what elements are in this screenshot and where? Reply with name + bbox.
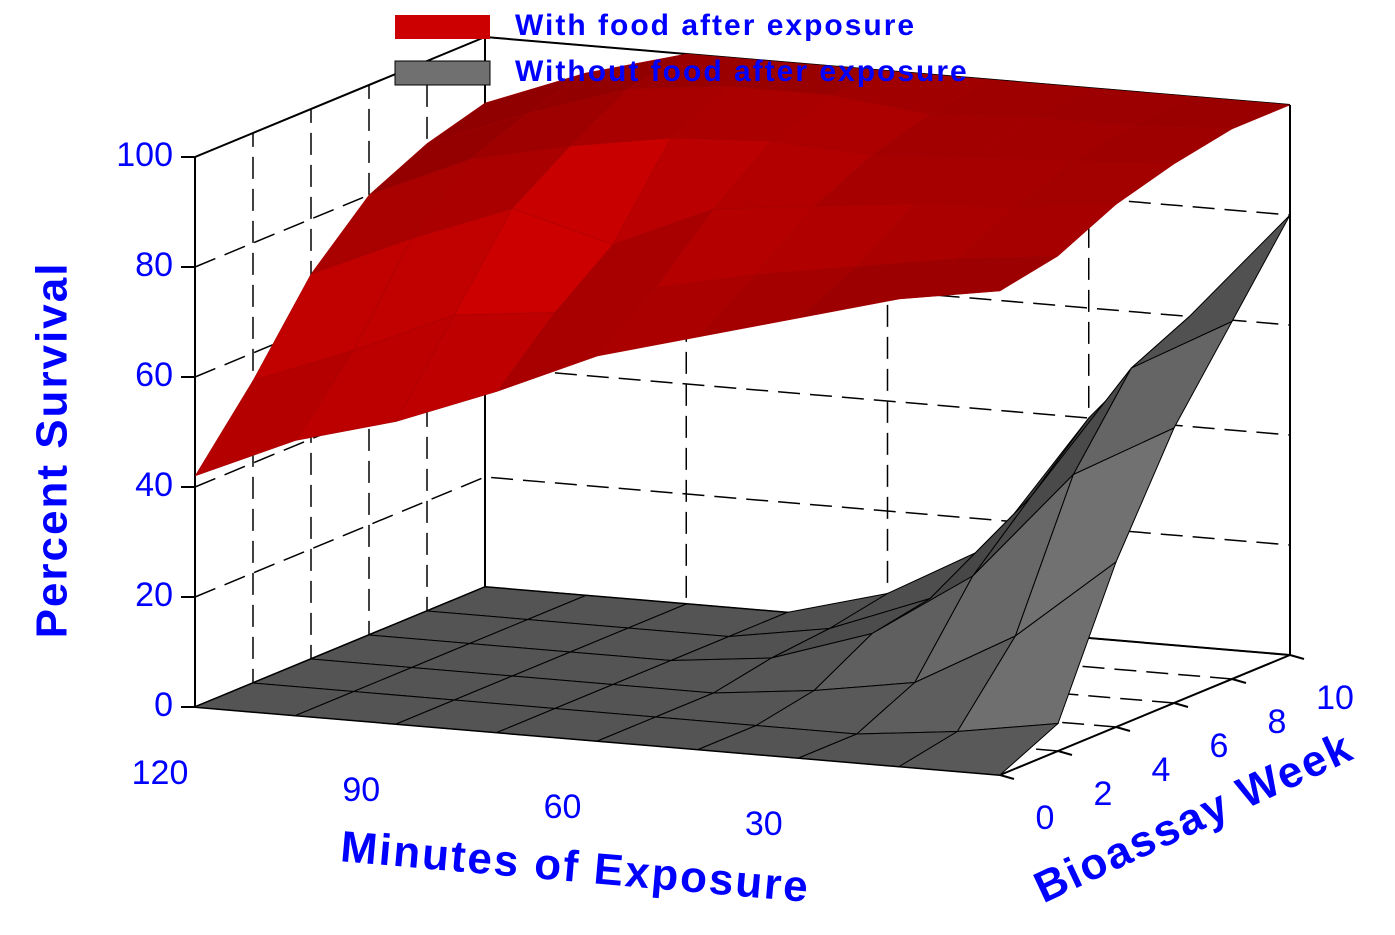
legend-swatch: [395, 15, 490, 39]
x-tick-label: 60: [544, 788, 582, 826]
tick-mark: [1231, 678, 1247, 684]
tick-mark: [1173, 702, 1189, 708]
y-tick-label: 0: [1036, 799, 1055, 837]
legend-swatch: [394, 60, 491, 86]
legend-label: Without food after exposure: [515, 55, 969, 88]
surface-patch: [897, 722, 1060, 776]
box-edge: [999, 654, 1291, 776]
x-tick-label: 120: [132, 754, 189, 792]
tick-mark: [1289, 654, 1305, 660]
y-tick-label: 6: [1210, 727, 1229, 765]
tick-mark: [1115, 726, 1131, 732]
z-tick-label: 100: [116, 136, 173, 174]
y-tick-label: 4: [1152, 751, 1171, 789]
z-tick-label: 40: [135, 466, 173, 504]
y-tick-label: 10: [1316, 679, 1354, 717]
z-tick-label: 60: [135, 356, 173, 394]
x-tick-label: 90: [342, 771, 380, 809]
grid-line: [194, 366, 1291, 488]
z-tick-label: 80: [135, 246, 173, 284]
y-tick-label: 8: [1268, 703, 1287, 741]
legend-label: With food after exposure: [515, 9, 916, 42]
y-tick-label: 2: [1094, 775, 1113, 813]
z-axis-label: Percent Survival: [28, 262, 77, 639]
y-axis-label: Bioassay Week: [1027, 722, 1361, 912]
x-tick-label: 30: [745, 805, 783, 843]
tick-mark: [999, 774, 1015, 780]
x-axis-label: Minutes of Exposure: [339, 822, 812, 912]
surface-patch: [898, 255, 1059, 300]
tick-mark: [1057, 750, 1073, 756]
z-tick-label: 20: [135, 576, 173, 614]
z-tick-label: 0: [154, 686, 173, 724]
